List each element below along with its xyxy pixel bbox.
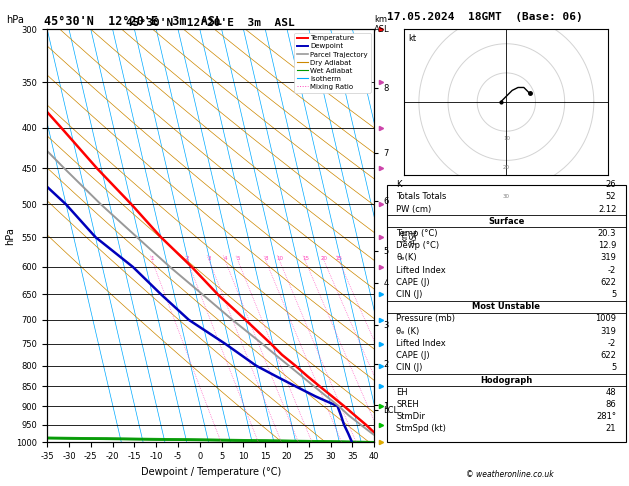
Text: StmDir: StmDir — [396, 412, 425, 421]
Text: Lifted Index: Lifted Index — [396, 339, 446, 348]
Text: CIN (J): CIN (J) — [396, 290, 423, 299]
Text: 2.12: 2.12 — [598, 205, 616, 214]
Text: 15: 15 — [302, 256, 309, 261]
Text: Pressure (mb): Pressure (mb) — [396, 314, 455, 324]
Text: 622: 622 — [601, 351, 616, 360]
Text: 45°30'N  12°20'E  3m  ASL: 45°30'N 12°20'E 3m ASL — [44, 15, 222, 28]
Text: θₑ(K): θₑ(K) — [396, 253, 417, 262]
Text: hPa: hPa — [6, 15, 24, 25]
Text: θₑ (K): θₑ (K) — [396, 327, 420, 336]
Text: 622: 622 — [601, 278, 616, 287]
Text: 86: 86 — [606, 400, 616, 409]
Text: © weatheronline.co.uk: © weatheronline.co.uk — [465, 469, 554, 479]
Bar — [387, 301, 626, 313]
Text: PW (cm): PW (cm) — [396, 205, 431, 214]
X-axis label: Dewpoint / Temperature (°C): Dewpoint / Temperature (°C) — [141, 467, 281, 477]
Text: 1: 1 — [150, 256, 154, 261]
Text: 20.3: 20.3 — [598, 229, 616, 238]
Text: 5: 5 — [611, 290, 616, 299]
Text: Totals Totals: Totals Totals — [396, 192, 447, 201]
Text: Dewp (°C): Dewp (°C) — [396, 241, 440, 250]
Text: 26: 26 — [606, 180, 616, 189]
Text: -2: -2 — [608, 266, 616, 275]
Text: CIN (J): CIN (J) — [396, 364, 423, 372]
Text: 25: 25 — [336, 256, 343, 261]
Text: km
ASL: km ASL — [374, 15, 390, 34]
Text: 20: 20 — [321, 256, 328, 261]
Text: Lifted Index: Lifted Index — [396, 266, 446, 275]
Text: 281°: 281° — [596, 412, 616, 421]
Text: 8: 8 — [264, 256, 268, 261]
Text: CAPE (J): CAPE (J) — [396, 351, 430, 360]
Text: 52: 52 — [606, 192, 616, 201]
Text: SREH: SREH — [396, 400, 419, 409]
Text: 319: 319 — [601, 327, 616, 336]
Text: 17.05.2024  18GMT  (Base: 06): 17.05.2024 18GMT (Base: 06) — [387, 12, 582, 22]
Bar — [387, 374, 626, 386]
Text: 1009: 1009 — [595, 314, 616, 324]
Text: 21: 21 — [606, 424, 616, 434]
Text: Temp (°C): Temp (°C) — [396, 229, 438, 238]
Text: Most Unstable: Most Unstable — [472, 302, 540, 311]
Text: 2: 2 — [186, 256, 189, 261]
Text: CAPE (J): CAPE (J) — [396, 278, 430, 287]
Text: 10: 10 — [276, 256, 283, 261]
Text: 48: 48 — [606, 388, 616, 397]
Text: StmSpd (kt): StmSpd (kt) — [396, 424, 446, 434]
Text: kt: kt — [408, 34, 416, 43]
Text: 319: 319 — [601, 253, 616, 262]
Text: Surface: Surface — [488, 217, 525, 226]
Text: 20: 20 — [503, 165, 510, 170]
Text: -2: -2 — [608, 339, 616, 348]
Title: 45°30'N  12°20'E  3m  ASL: 45°30'N 12°20'E 3m ASL — [126, 18, 295, 28]
Text: 5: 5 — [611, 364, 616, 372]
Y-axis label: km
ASL: km ASL — [400, 228, 419, 243]
Text: K: K — [396, 180, 402, 189]
Text: 10: 10 — [503, 136, 510, 140]
Text: EH: EH — [396, 388, 408, 397]
Text: 3: 3 — [208, 256, 211, 261]
Legend: Temperature, Dewpoint, Parcel Trajectory, Dry Adiabat, Wet Adiabat, Isotherm, Mi: Temperature, Dewpoint, Parcel Trajectory… — [294, 33, 370, 93]
Text: 5: 5 — [237, 256, 240, 261]
Text: 30: 30 — [503, 194, 510, 199]
Text: 12.9: 12.9 — [598, 241, 616, 250]
Text: 4: 4 — [224, 256, 227, 261]
Bar — [387, 215, 626, 227]
Y-axis label: hPa: hPa — [5, 227, 15, 244]
Text: Hodograph: Hodograph — [480, 376, 533, 384]
